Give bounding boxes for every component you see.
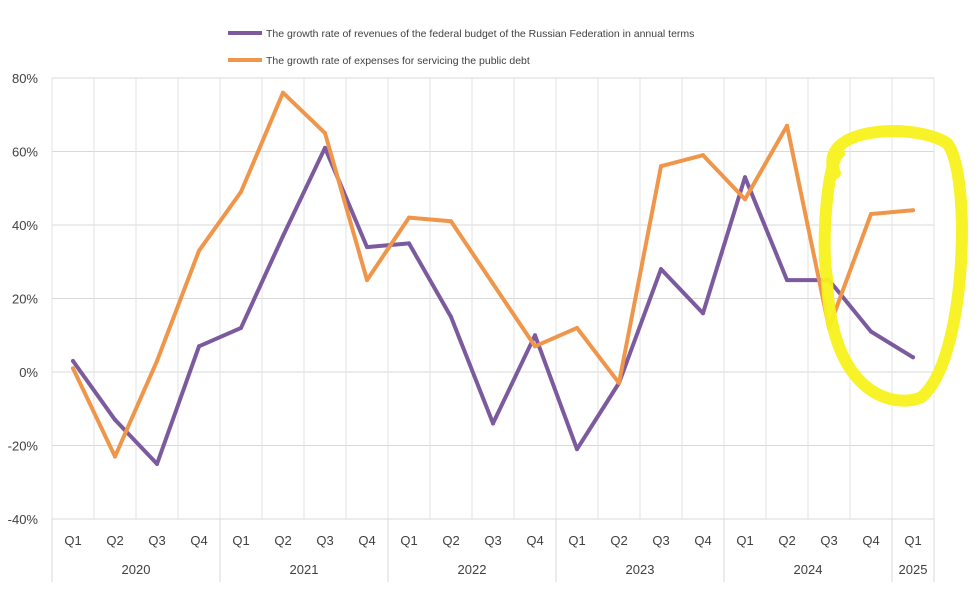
data-point [785,123,789,128]
legend: The growth rate of revenues of the feder… [228,28,694,67]
x-tick-label: Q4 [862,533,879,548]
y-tick-label: 80% [12,71,38,86]
data-point [323,131,327,136]
data-point [659,164,663,169]
data-point [491,281,495,286]
data-point [491,421,495,426]
series-line-debt [71,90,915,459]
x-tick-label: Q2 [778,533,795,548]
data-point [743,175,747,180]
data-point [239,325,243,330]
x-tick-label: Q1 [736,533,753,548]
data-point [449,219,453,224]
data-point [617,381,621,386]
legend-label-debt: The growth rate of expenses for servicin… [266,55,530,67]
x-tick-label: Q2 [442,533,459,548]
data-point [869,211,873,216]
data-point [239,189,243,194]
series-line-revenue [71,145,915,466]
y-tick-label: 40% [12,218,38,233]
series-lines [71,90,915,466]
data-point [197,344,201,349]
grid-lines [51,77,935,520]
x-tick-label: Q3 [148,533,165,548]
data-point [71,358,75,363]
year-label: 2023 [626,562,655,577]
x-tick-label: Q4 [526,533,543,548]
y-tick-label: -20% [8,439,39,454]
data-point [323,145,327,150]
data-point [869,329,873,334]
data-point [407,215,411,220]
x-tick-label: Q3 [316,533,333,548]
data-point [575,325,579,330]
axes: -40% -20% 0% 20% 40% 60% 80% Q1 Q2 Q3 Q4 Q1 Q2 Q3 Q4 Q1… [8,71,935,582]
year-label: 2025 [899,562,928,577]
data-point [197,248,201,253]
highlight-circle [818,125,968,407]
legend-label-revenue: The growth rate of revenues of the feder… [266,28,694,40]
x-tick-label: Q4 [694,533,711,548]
y-tick-label: 60% [12,145,38,160]
data-point [365,278,369,283]
data-point [71,366,75,371]
x-tick-label: Q3 [652,533,669,548]
data-point [449,314,453,319]
x-tick-label: Q1 [232,533,249,548]
data-point [407,241,411,246]
x-tick-label: Q4 [358,533,375,548]
data-point [701,153,705,158]
data-point [365,245,369,250]
y-tick-label: 0% [19,365,38,380]
data-point [113,417,117,422]
x-tick-label: Q2 [610,533,627,548]
data-point [785,278,789,283]
y-tick-label: 20% [12,292,38,307]
highlight-stroke [818,125,968,407]
x-tick-label: Q1 [568,533,585,548]
x-tick-label: Q3 [484,533,501,548]
year-label: 2024 [794,562,823,577]
x-tick-label: Q4 [190,533,207,548]
data-point [701,311,705,316]
x-tick-label: Q3 [820,533,837,548]
data-point [281,234,285,239]
data-point [281,90,285,95]
x-tick-label: Q2 [274,533,291,548]
data-point [533,333,537,338]
x-tick-label: Q2 [106,533,123,548]
data-point [911,355,915,360]
data-point [659,267,663,272]
data-point [113,454,117,459]
y-tick-label: -40% [8,512,39,527]
data-point [911,208,915,213]
x-tick-label: Q1 [400,533,417,548]
data-point [155,461,159,466]
year-label: 2021 [290,562,319,577]
year-label: 2020 [122,562,151,577]
x-tick-label: Q1 [64,533,81,548]
data-point [743,197,747,202]
data-point [533,344,537,349]
data-point [155,358,159,363]
year-label: 2022 [458,562,487,577]
data-point [575,447,579,452]
x-tick-label: Q1 [904,533,921,548]
